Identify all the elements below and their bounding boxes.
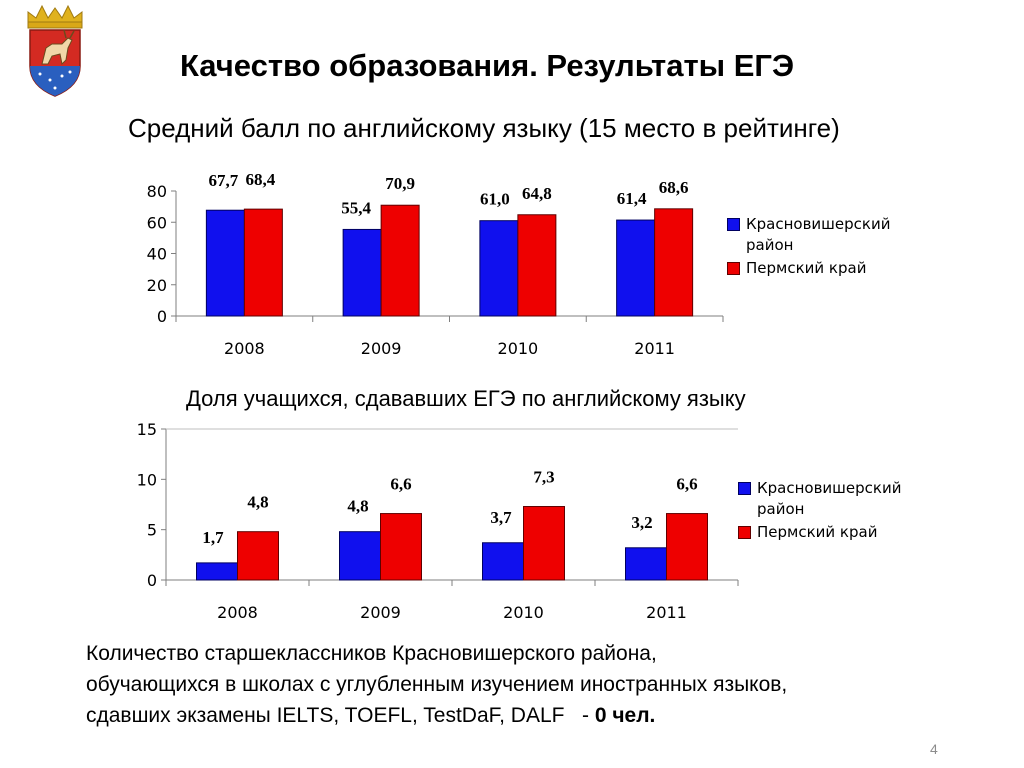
bar xyxy=(339,531,381,581)
legend-item-series2: Пермский край xyxy=(727,258,916,279)
y-tick-label: 5 xyxy=(147,521,157,540)
data-label: 70,9 xyxy=(385,174,415,193)
x-tick-label: 2009 xyxy=(360,603,401,622)
data-label: 7,3 xyxy=(533,468,554,487)
legend-swatch xyxy=(727,262,740,275)
note-count: 0 чел. xyxy=(594,704,656,727)
legend-item-series1: Красновишерский район xyxy=(727,214,916,256)
note-line: Количество старшеклассников Красновишерс… xyxy=(86,642,657,665)
legend-item-series2: Пермский край xyxy=(738,522,927,543)
bar xyxy=(517,214,557,317)
bar xyxy=(243,208,283,317)
note-line: сдавших экзамены IELTS, TOEFL, TestDaF, … xyxy=(86,700,986,731)
chart-average-score: 0 20 40 60 80 2008 67,7 68,4 2009 55,4 70,9 2010 61,… xyxy=(147,170,724,358)
x-tick-label: 2009 xyxy=(361,339,402,358)
chart1-legend: Красновишерский район Пермский край xyxy=(727,214,916,279)
x-tick-label: 2008 xyxy=(217,603,258,622)
data-label: 68,4 xyxy=(246,170,276,189)
data-label: 1,7 xyxy=(202,528,224,547)
bar xyxy=(666,513,708,581)
crown-icon xyxy=(27,4,83,29)
y-tick-label: 80 xyxy=(147,182,167,201)
chart2-legend: Красновишерский район Пермский край xyxy=(738,478,927,543)
note-line-prefix: сдавших экзамены IELTS, TOEFL, TestDaF, … xyxy=(86,704,595,727)
x-tick-label: 2008 xyxy=(224,339,265,358)
legend-label: Пермский край xyxy=(746,259,867,277)
y-tick-label: 15 xyxy=(137,420,157,439)
data-label: 4,8 xyxy=(247,493,268,512)
note-line: обучающихся в школах с углубленным изуче… xyxy=(86,673,788,696)
data-label: 6,6 xyxy=(390,475,411,494)
bar xyxy=(380,513,422,581)
chart1-subtitle: Средний балл по английскому языку (15 ме… xyxy=(128,113,840,143)
data-label: 64,8 xyxy=(522,184,552,203)
x-tick-label: 2011 xyxy=(634,339,675,358)
bar xyxy=(237,531,279,581)
page-number: 4 xyxy=(930,741,938,757)
data-label: 55,4 xyxy=(341,198,371,217)
x-tick-label: 2011 xyxy=(646,603,687,622)
bar xyxy=(482,542,524,581)
data-label: 4,8 xyxy=(347,497,368,516)
bar xyxy=(654,208,694,317)
y-tick-label: 0 xyxy=(157,307,167,326)
legend-item-series1: Красновишерский район xyxy=(738,478,927,520)
legend-label: Красновишерский район xyxy=(757,479,902,518)
y-tick-label: 10 xyxy=(137,470,157,489)
shield-icon xyxy=(29,29,81,97)
y-tick-label: 40 xyxy=(147,245,167,264)
bar xyxy=(380,204,420,317)
legend-label: Пермский край xyxy=(757,523,878,541)
bar xyxy=(479,220,519,317)
bar xyxy=(625,547,667,581)
x-tick-label: 2010 xyxy=(498,339,539,358)
data-label: 68,6 xyxy=(659,178,689,197)
data-label: 67,7 xyxy=(209,171,239,190)
data-label: 6,6 xyxy=(676,475,697,494)
data-label: 61,0 xyxy=(480,190,510,209)
data-label: 3,7 xyxy=(490,508,512,527)
bar xyxy=(616,219,656,317)
bar xyxy=(523,506,565,581)
data-label: 3,2 xyxy=(631,513,652,532)
legend-swatch xyxy=(738,526,751,539)
chart2-subtitle: Доля учащихся, сдававших ЕГЭ по английск… xyxy=(186,386,746,411)
data-label: 61,4 xyxy=(617,189,647,208)
y-tick-label: 0 xyxy=(147,571,157,590)
bar xyxy=(196,562,238,581)
legend-swatch xyxy=(727,218,740,231)
y-tick-label: 60 xyxy=(147,213,167,232)
y-tick-label: 20 xyxy=(147,276,167,295)
chart-share-students: 0 5 10 15 2008 1,7 4,8 2009 4,8 6,6 2010 3,7 7,3 2011… xyxy=(137,420,739,622)
legend-swatch xyxy=(738,482,751,495)
legend-label: Красновишерский район xyxy=(746,215,891,254)
note-text: Количество старшеклассников Красновишерс… xyxy=(86,638,986,731)
x-tick-label: 2010 xyxy=(503,603,544,622)
bar xyxy=(205,209,245,317)
page-title: Качество образования. Результаты ЕГЭ xyxy=(180,48,795,83)
coat-of-arms-logo xyxy=(27,4,83,97)
bar xyxy=(342,228,382,317)
